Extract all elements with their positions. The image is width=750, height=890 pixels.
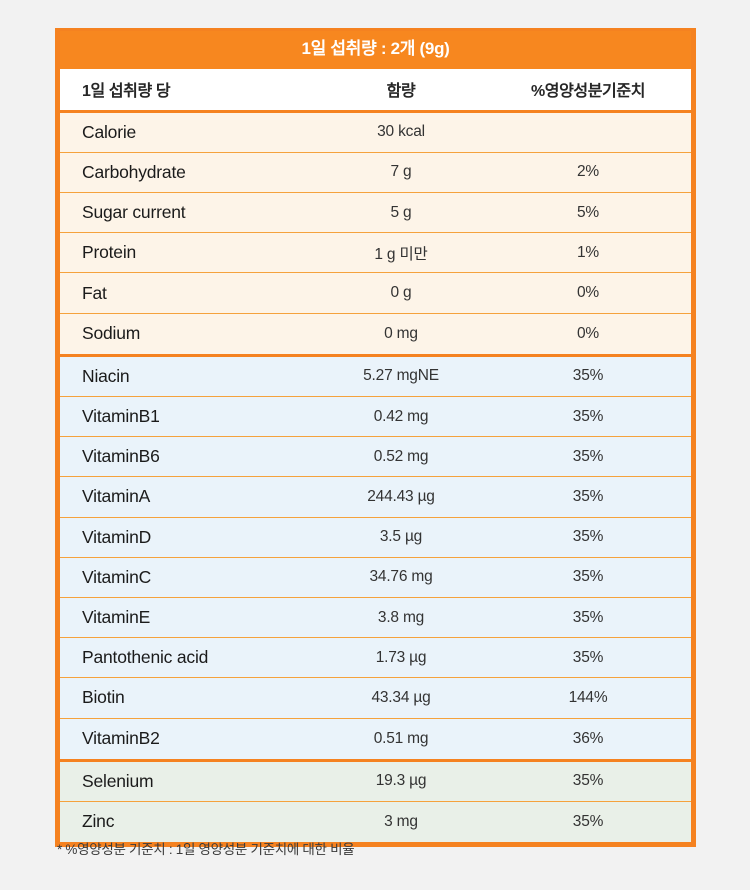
table-row: VitaminB1 0.42 mg 35% — [60, 397, 691, 438]
table-row: VitaminB2 0.51 mg 36% — [60, 718, 691, 759]
nutrient-percent-dv: 35% — [572, 568, 604, 586]
nutrient-amount: 5 g — [390, 203, 412, 221]
nutrient-name: Protein — [82, 242, 137, 263]
nutrient-percent-dv: 144% — [568, 688, 608, 706]
nutrient-percent-dv: 35% — [572, 447, 604, 465]
nutrient-amount: 19.3 µg — [375, 772, 427, 790]
nutrient-percent-dv: 0% — [576, 324, 599, 342]
nutrient-name: Zinc — [82, 811, 115, 832]
nutrient-percent-dv: 36% — [572, 729, 604, 747]
nutrient-percent-dv: 0% — [576, 284, 599, 302]
nutrient-amount: 0.51 mg — [373, 729, 429, 747]
nutrient-amount: 1.73 µg — [375, 648, 427, 666]
table-row: Fat 0 g 0% — [60, 273, 691, 314]
nutrient-percent-dv: 5% — [576, 203, 599, 221]
nutrient-percent-dv: 35% — [572, 367, 604, 385]
column-header-row: 1일 섭취량 당 함량 %영양성분기준치 — [60, 68, 691, 113]
nutrient-name: Sugar current — [82, 202, 186, 223]
column-header-percent: %영양성분기준치 — [530, 83, 646, 101]
nutrition-facts-table: 1일 섭취량 : 2개 (9g) 1일 섭취량 당 함량 %영양성분기준치 Ca… — [55, 28, 696, 848]
nutrient-name: VitaminE — [82, 607, 151, 628]
table-row: Biotin 43.34 µg 144% — [60, 678, 691, 719]
column-header-name: 1일 섭취량 당 — [82, 83, 171, 101]
nutrient-amount: 43.34 µg — [371, 688, 431, 706]
table-row: Selenium 19.3 µg 35% — [60, 761, 691, 802]
nutrient-name: Calorie — [82, 121, 137, 142]
nutrient-name: Sodium — [82, 323, 141, 344]
nutrient-name: VitaminD — [82, 526, 152, 547]
nutrient-name: Biotin — [82, 687, 125, 708]
table-row: VitaminC 34.76 mg 35% — [60, 557, 691, 598]
nutrient-percent-dv: 35% — [572, 608, 604, 626]
nutrient-percent-dv: 2% — [576, 163, 599, 181]
table-row: Sugar current 5 g 5% — [60, 193, 691, 234]
table-row: Pantothenic acid 1.73 µg 35% — [60, 638, 691, 679]
nutrient-amount: 3 mg — [384, 812, 418, 830]
nutrient-name: VitaminB6 — [82, 446, 160, 467]
nutrient-name: Pantothenic acid — [82, 647, 209, 668]
nutrient-amount: 0 mg — [384, 324, 418, 342]
nutrient-amount: 3.5 µg — [379, 528, 423, 546]
table-row: VitaminB6 0.52 mg 35% — [60, 437, 691, 478]
nutrient-amount: 7 g — [390, 163, 412, 181]
nutrient-name: VitaminB1 — [82, 406, 160, 427]
table-row: Carbohydrate 7 g 2% — [60, 152, 691, 194]
nutrient-name: VitaminC — [82, 566, 152, 587]
nutrient-amount: 30 kcal — [377, 123, 425, 141]
table-row: Calorie 30 kcal — [60, 112, 691, 153]
nutrient-name: VitaminB2 — [82, 728, 160, 749]
nutrient-section-minerals: Selenium 19.3 µg 35% Zinc 3 mg 35% — [60, 758, 691, 843]
nutrient-percent-dv: 35% — [572, 528, 604, 546]
nutrient-name: Fat — [82, 282, 107, 303]
nutrient-amount: 34.76 mg — [369, 568, 433, 586]
table-row: VitaminD 3.5 µg 35% — [60, 517, 691, 558]
table-row: Niacin 5.27 mgNE 35% — [60, 356, 691, 397]
table-row: Sodium 0 mg 0% — [60, 313, 691, 354]
nutrient-name: Selenium — [82, 770, 154, 791]
nutrient-amount: 1 g 미만 — [374, 245, 428, 263]
nutrient-percent-dv: 35% — [572, 487, 604, 505]
nutrient-sections: Calorie 30 kcal Carbohydrate 7 g 2% Sugar cur… — [60, 112, 691, 843]
table-row: VitaminE 3.8 mg 35% — [60, 597, 691, 639]
column-header-amount: 함량 — [386, 83, 416, 101]
nutrient-section-macronutrients: Calorie 30 kcal Carbohydrate 7 g 2% Sugar cur… — [60, 112, 691, 354]
nutrient-percent-dv: 1% — [576, 243, 599, 261]
nutrient-percent-dv: 35% — [572, 812, 604, 830]
nutrient-percent-dv: 35% — [572, 407, 604, 425]
nutrient-name: Niacin — [82, 365, 130, 386]
table-row: Protein 1 g 미만 1% — [60, 233, 691, 274]
table-row: VitaminA 244.43 µg 35% — [60, 477, 691, 518]
nutrient-amount: 0 g — [390, 284, 412, 302]
serving-size-header: 1일 섭취량 : 2개 (9g) — [60, 31, 691, 69]
nutrient-percent-dv: 35% — [572, 648, 604, 666]
nutrient-name: VitaminA — [82, 486, 151, 507]
daily-value-footnote: * %영양성분 기준치 : 1일 영양성분 기준치에 대한 비율 — [57, 842, 355, 857]
nutrient-amount: 0.52 mg — [373, 447, 429, 465]
nutrient-amount: 3.8 mg — [377, 608, 425, 626]
nutrient-percent-dv: 35% — [572, 772, 604, 790]
nutrient-name: Carbohydrate — [82, 161, 186, 182]
nutrient-amount: 244.43 µg — [367, 487, 435, 505]
nutrient-amount: 0.42 mg — [373, 407, 429, 425]
table-row: Zinc 3 mg 35% — [60, 801, 691, 843]
nutrient-section-vitamins: Niacin 5.27 mgNE 35% VitaminB1 0.42 mg 35% Vit… — [60, 353, 691, 759]
nutrient-amount: 5.27 mgNE — [363, 367, 439, 385]
